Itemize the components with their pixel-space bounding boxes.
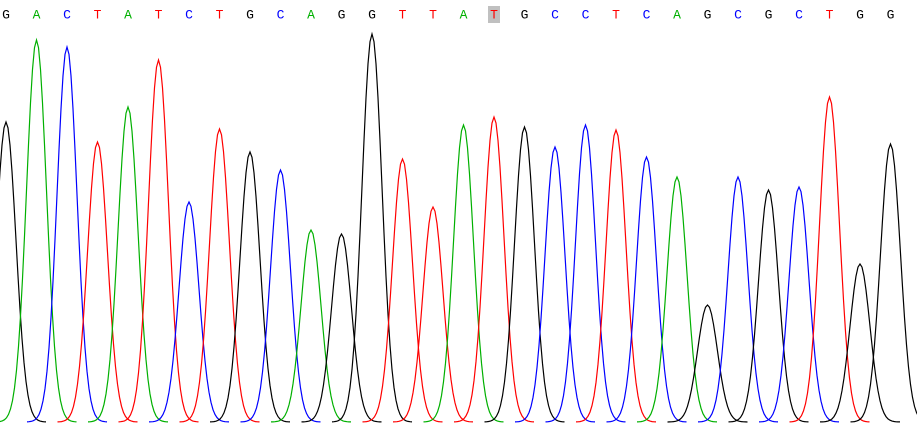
base-letter: C — [185, 7, 193, 22]
base-letter: A — [673, 7, 681, 22]
base-letter: T — [94, 7, 102, 22]
trace-peak — [392, 205, 474, 423]
trace-peak — [850, 142, 917, 423]
trace-peak — [758, 185, 840, 423]
base-letter: T — [155, 7, 163, 22]
base-letter: G — [887, 7, 895, 22]
base-letter: C — [551, 7, 559, 22]
trace-peak — [423, 123, 504, 423]
base-letter: C — [643, 7, 651, 22]
trace-peak — [0, 37, 77, 423]
base-letter: G — [246, 7, 254, 22]
trace-peak — [118, 57, 199, 423]
trace-peak — [697, 175, 779, 423]
trace-peak — [57, 140, 138, 423]
trace-peak — [240, 168, 321, 423]
base-letter: G — [368, 7, 376, 22]
base-letter: A — [307, 7, 315, 22]
base-letter: T — [216, 7, 224, 22]
base-letter: T — [490, 7, 498, 22]
base-letter: T — [399, 7, 407, 22]
base-letter: G — [338, 7, 346, 22]
trace-peak — [87, 105, 169, 423]
base-letter: C — [277, 7, 285, 22]
trace-peak — [362, 157, 443, 423]
trace-peak — [606, 155, 687, 423]
trace-peak — [209, 150, 291, 423]
base-letter: G — [521, 7, 529, 22]
base-letter: G — [704, 7, 712, 22]
trace-peak — [453, 115, 535, 423]
traces — [0, 31, 917, 423]
base-letter: A — [460, 7, 468, 22]
base-letter: C — [734, 7, 742, 22]
trace-peak — [484, 125, 565, 423]
trace-peak — [26, 44, 108, 423]
trace-peak — [331, 31, 413, 423]
base-letter: T — [429, 7, 437, 22]
trace-peak — [575, 128, 657, 423]
trace-peak — [301, 232, 382, 423]
trace-peak — [514, 145, 596, 423]
base-letter: T — [826, 7, 834, 22]
trace-peak — [667, 304, 748, 423]
base-letter: A — [124, 7, 132, 22]
base-letter: G — [765, 7, 773, 22]
base-letter: A — [33, 7, 41, 22]
trace-peak — [636, 175, 718, 423]
base-letter: C — [795, 7, 803, 22]
base-letter: C — [582, 7, 590, 22]
trace-peak — [789, 94, 870, 423]
trace-peak — [545, 123, 626, 423]
base-letter: T — [612, 7, 620, 22]
highlight — [488, 6, 500, 23]
trace-peak — [0, 120, 47, 423]
base-letter: G — [2, 7, 10, 22]
trace-peak — [271, 228, 351, 423]
trace-peak — [728, 188, 809, 423]
trace-peak — [148, 200, 230, 423]
base-letter: G — [856, 7, 864, 22]
base-letter: C — [63, 7, 71, 22]
trace-peak — [179, 127, 260, 423]
trace-peak — [820, 262, 900, 423]
